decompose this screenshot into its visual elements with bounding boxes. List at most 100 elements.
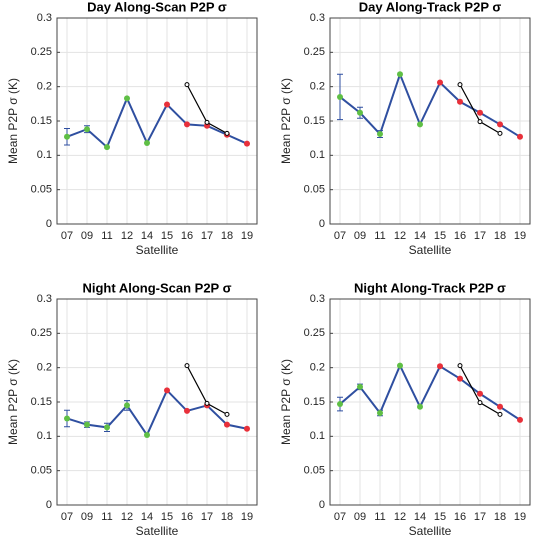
x-tick-label: 15 xyxy=(434,230,446,242)
marker xyxy=(377,409,383,416)
marker xyxy=(457,98,463,105)
marker xyxy=(437,79,443,86)
x-tick-label: 14 xyxy=(414,511,426,523)
series-line xyxy=(66,95,248,149)
marker xyxy=(417,121,423,128)
x-tick-label: 15 xyxy=(434,511,446,523)
y-tick-label: 0.3 xyxy=(310,12,325,24)
marker xyxy=(357,383,363,390)
x-tick-label: 09 xyxy=(354,511,366,523)
marker xyxy=(184,121,190,128)
x-tick-label: 18 xyxy=(221,230,233,242)
y-tick-label: 0.25 xyxy=(31,327,52,339)
marker xyxy=(64,415,70,422)
chart-title: Night Along-Scan P2P σ xyxy=(82,280,231,295)
x-axis-label: Satellite xyxy=(136,524,179,538)
marker xyxy=(497,130,503,136)
marker xyxy=(397,362,403,369)
x-tick-label: 16 xyxy=(454,511,466,523)
marker xyxy=(477,119,483,125)
marker xyxy=(184,407,190,414)
x-tick-label: 11 xyxy=(374,230,385,242)
marker xyxy=(204,400,210,406)
marker xyxy=(497,403,503,410)
chart-title: Day Along-Scan P2P σ xyxy=(87,0,227,14)
y-tick-label: 0.1 xyxy=(37,149,52,161)
marker xyxy=(224,130,230,136)
series-line xyxy=(339,71,521,138)
x-tick-label: 17 xyxy=(474,230,486,242)
marker xyxy=(224,421,230,428)
marker xyxy=(477,400,483,406)
marker xyxy=(477,390,483,397)
y-tick-label: 0.2 xyxy=(37,362,52,374)
x-axis-label: Satellite xyxy=(409,243,452,257)
x-tick-label: 19 xyxy=(514,511,526,523)
marker xyxy=(164,387,170,394)
y-tick-label: 0.3 xyxy=(37,12,52,24)
panel: 0 0.05 0.1 0.15 0.2 0.25 0.3 07 09 11 12 14 15 16 17 18… xyxy=(279,280,531,538)
marker xyxy=(357,109,363,116)
chart-title: Day Along-Track P2P σ xyxy=(359,0,502,14)
marker xyxy=(224,411,230,417)
y-tick-label: 0.05 xyxy=(304,184,325,196)
y-tick-label: 0.05 xyxy=(304,465,325,477)
marker xyxy=(184,363,190,369)
x-tick-label: 14 xyxy=(141,511,153,523)
x-tick-label: 12 xyxy=(121,511,133,523)
y-tick-label: 0.2 xyxy=(310,81,325,93)
y-tick-label: 0.05 xyxy=(31,465,52,477)
x-tick-label: 09 xyxy=(81,230,93,242)
marker xyxy=(517,416,523,423)
y-tick-label: 0.15 xyxy=(31,396,52,408)
marker xyxy=(397,71,403,78)
marker xyxy=(164,101,170,108)
marker xyxy=(104,424,110,431)
x-tick-label: 17 xyxy=(201,511,213,523)
marker xyxy=(184,82,190,88)
y-tick-label: 0.1 xyxy=(37,430,52,442)
axes-box xyxy=(56,298,258,506)
x-tick-label: 18 xyxy=(221,511,233,523)
panel: 0 0.05 0.1 0.15 0.2 0.25 0.3 07 09 11 12 14 15 16 17 18… xyxy=(6,0,258,257)
series-line xyxy=(66,388,248,438)
y-tick-label: 0 xyxy=(46,218,52,230)
x-tick-label: 19 xyxy=(514,230,526,242)
y-tick-label: 0.25 xyxy=(304,327,325,339)
x-tick-label: 07 xyxy=(61,511,73,523)
x-tick-label: 17 xyxy=(474,511,486,523)
y-tick-label: 0.15 xyxy=(304,396,325,408)
x-tick-label: 07 xyxy=(61,230,73,242)
x-tick-label: 19 xyxy=(241,230,253,242)
x-tick-label: 11 xyxy=(101,230,112,242)
marker xyxy=(497,121,503,128)
x-tick-label: 09 xyxy=(354,230,366,242)
marker xyxy=(377,131,383,138)
x-axis-label: Satellite xyxy=(409,524,452,538)
marker xyxy=(104,144,110,151)
y-axis-label: Mean P2P σ (K) xyxy=(6,78,20,164)
x-tick-label: 11 xyxy=(101,511,112,523)
chart-title: Night Along-Track P2P σ xyxy=(354,280,506,295)
x-tick-label: 07 xyxy=(334,230,346,242)
x-tick-label: 16 xyxy=(454,230,466,242)
x-tick-label: 12 xyxy=(394,511,406,523)
x-tick-label: 07 xyxy=(334,511,346,523)
marker xyxy=(244,425,250,432)
series-line xyxy=(339,363,521,421)
y-tick-label: 0.1 xyxy=(310,430,325,442)
marker xyxy=(84,421,90,428)
x-tick-label: 16 xyxy=(181,511,193,523)
x-tick-label: 12 xyxy=(394,230,406,242)
axes-box xyxy=(56,17,258,225)
panel: 0 0.05 0.1 0.15 0.2 0.25 0.3 07 09 11 12 14 15 16 17 18… xyxy=(6,280,258,538)
x-tick-label: 12 xyxy=(121,230,133,242)
x-tick-label: 17 xyxy=(201,230,213,242)
panel: 0 0.05 0.1 0.15 0.2 0.25 0.3 07 09 11 12 14 15 16 17 18… xyxy=(279,0,531,257)
y-tick-label: 0 xyxy=(46,499,52,511)
marker xyxy=(477,109,483,116)
y-tick-label: 0.15 xyxy=(31,115,52,127)
y-tick-label: 0.2 xyxy=(37,81,52,93)
marker xyxy=(417,403,423,410)
